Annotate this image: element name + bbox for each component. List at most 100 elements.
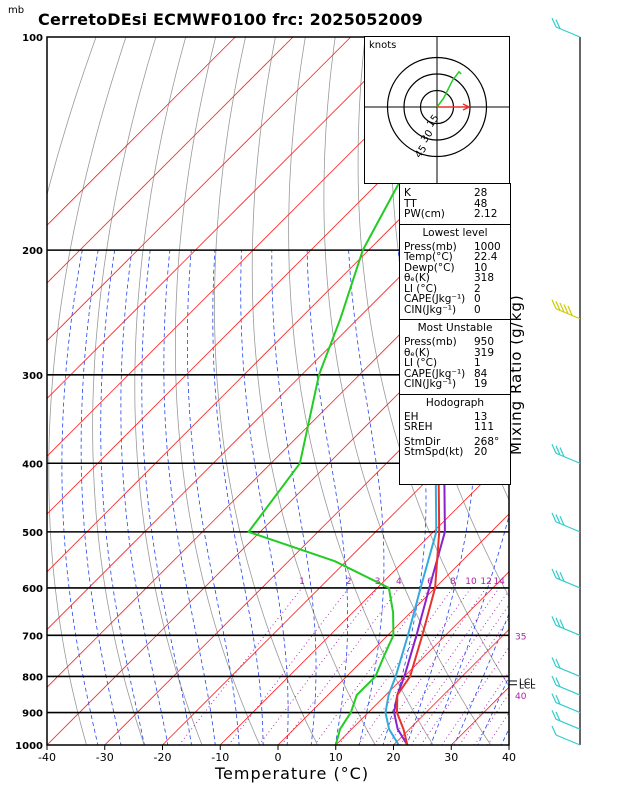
index-name: K <box>404 187 411 199</box>
wind-barb-flag <box>551 444 557 454</box>
mixing-ratio-label: 4 <box>396 577 402 587</box>
index-row: CIN(Jkg⁻¹) 19 <box>400 379 510 390</box>
wind-barb <box>551 512 581 533</box>
mixing-ratio-line <box>373 587 487 745</box>
temperature-tick-label: 30 <box>444 751 458 764</box>
temperature-tick-label: -30 <box>96 751 114 764</box>
mixing-ratio-line <box>258 587 378 745</box>
index-name: StmDir <box>404 435 441 448</box>
plot-area <box>47 21 618 760</box>
wind-barb-flag <box>559 447 565 457</box>
index-name: LI (°C) <box>404 282 438 295</box>
moist-adiabat-line <box>271 250 317 745</box>
dry-adiabat-line <box>288 37 434 745</box>
index-row: θₑ(K) 318 <box>400 273 510 284</box>
index-name: Temp(°C) <box>404 251 453 263</box>
index-row: CIN(Jkg⁻¹) 0 <box>400 304 510 316</box>
wind-barb-shaft <box>555 26 581 38</box>
index-name: EH <box>404 410 419 423</box>
mixing-ratio-label: 40 <box>515 692 527 702</box>
mixing-ratio-line <box>228 587 350 745</box>
isotherm-line <box>161 397 509 745</box>
most-unstable-values: Press(mb) 950 θₑ(K) 319 LI (°C) 1 CAPE(Jkg⁻¹) 8… <box>400 337 510 390</box>
wind-barb-flag <box>555 677 561 687</box>
lcl-label: LCL <box>519 678 535 688</box>
most-unstable-header: Most Unstable <box>400 319 510 337</box>
mixing-ratio-line <box>487 712 509 745</box>
wind-barb-flag <box>551 725 557 736</box>
wind-barb-flag <box>555 694 561 705</box>
isotherm-line <box>219 455 509 745</box>
index-name: StmSpd(kt) <box>404 446 464 458</box>
index-name: Dewp(°C) <box>404 261 455 274</box>
moist-adiabat-line <box>61 250 99 745</box>
isotherm-line <box>47 37 294 284</box>
moist-adiabat-line <box>240 250 289 745</box>
wind-barb <box>551 675 581 696</box>
dry-adiabat-line <box>175 37 261 745</box>
wind-barb-flag <box>551 675 557 686</box>
wind-barb-flag <box>555 301 561 311</box>
pressure-tick-label: 100 <box>22 33 43 44</box>
wind-barb <box>551 616 581 636</box>
pressure-tick-label: 800 <box>22 672 43 683</box>
wind-barb-shaft <box>555 684 581 696</box>
index-value: 13 <box>474 410 488 423</box>
isotherm-line <box>47 282 509 745</box>
temperature-tick-label: 10 <box>329 751 343 764</box>
wind-barb-flag <box>551 17 557 28</box>
mixing-ratio-label: 1 <box>299 577 305 587</box>
pressure-unit-label: mb <box>8 5 25 16</box>
dry-adiabat-line <box>323 37 492 745</box>
moist-adiabat-line <box>187 250 240 745</box>
wind-barb-flag <box>567 305 573 316</box>
wind-barb-flag <box>555 514 561 524</box>
isotherm-line <box>47 166 509 631</box>
index-value: 950 <box>474 336 495 348</box>
index-row: Dewp(°C) 10 <box>400 261 510 274</box>
index-row: θₑ(K) 319 <box>400 347 510 359</box>
isotherm-line <box>277 513 509 745</box>
mixing-ratio-label: 35 <box>515 632 526 642</box>
storm-motion-arrow <box>437 103 471 111</box>
lowest-level-values: Press(mb) 1000 Temp(°C) 22.4 Dewp(°C) 10 θₑ(K)… <box>400 240 510 316</box>
wind-barb-flag <box>551 568 557 579</box>
mixing-ratio-line <box>458 671 509 745</box>
pressure-tick-label: 200 <box>22 246 43 257</box>
dry-adiabat-line <box>214 37 319 745</box>
mixing-ratio-line <box>387 587 500 745</box>
index-row: Press(mb) 1000 <box>400 240 510 253</box>
hodograph-ring-label: 30 <box>419 128 435 145</box>
moist-adiabat-line <box>430 514 509 745</box>
wind-barb-shaft <box>555 308 581 320</box>
index-row: EH 13 <box>400 410 510 423</box>
pressure-tick-label: 700 <box>22 631 43 642</box>
index-row: CAPE(Jkg⁻¹) 84 <box>400 368 510 380</box>
pressure-tick-label: 600 <box>22 584 43 595</box>
index-value: 48 <box>474 197 488 210</box>
dry-adiabat-line <box>603 21 618 760</box>
temperature-tick-label: 40 <box>502 751 516 764</box>
index-row: CAPE(Jkg⁻¹) 0 <box>400 294 510 305</box>
wind-barb <box>551 568 581 589</box>
index-value: 2.12 <box>474 208 498 220</box>
wind-barb-flag <box>551 693 557 703</box>
hodograph-panel: 15 30 45 knots <box>364 36 510 184</box>
index-name: PW(cm) <box>404 208 445 220</box>
hodograph-header: Hodograph <box>400 393 510 412</box>
wind-barb-shaft <box>555 702 581 714</box>
wind-barb <box>551 444 581 464</box>
dry-adiabat-line <box>48 37 127 745</box>
wind-barb-flag <box>555 445 561 456</box>
wind-barb <box>551 17 581 38</box>
isotherm-line <box>392 628 509 745</box>
hodograph-ring-label: 45 <box>413 144 429 161</box>
wind-barb-shaft <box>555 521 581 533</box>
isotherm-line <box>47 37 352 342</box>
index-name: Press(mb) <box>404 240 457 253</box>
hodograph-values: EH 13 SREH 111 <box>400 410 510 433</box>
index-row: LI (°C) 1 <box>400 358 510 369</box>
mixing-ratio-label: 12 <box>480 577 491 587</box>
moist-adiabat-line <box>348 250 385 745</box>
wind-barb-flag <box>551 512 557 523</box>
